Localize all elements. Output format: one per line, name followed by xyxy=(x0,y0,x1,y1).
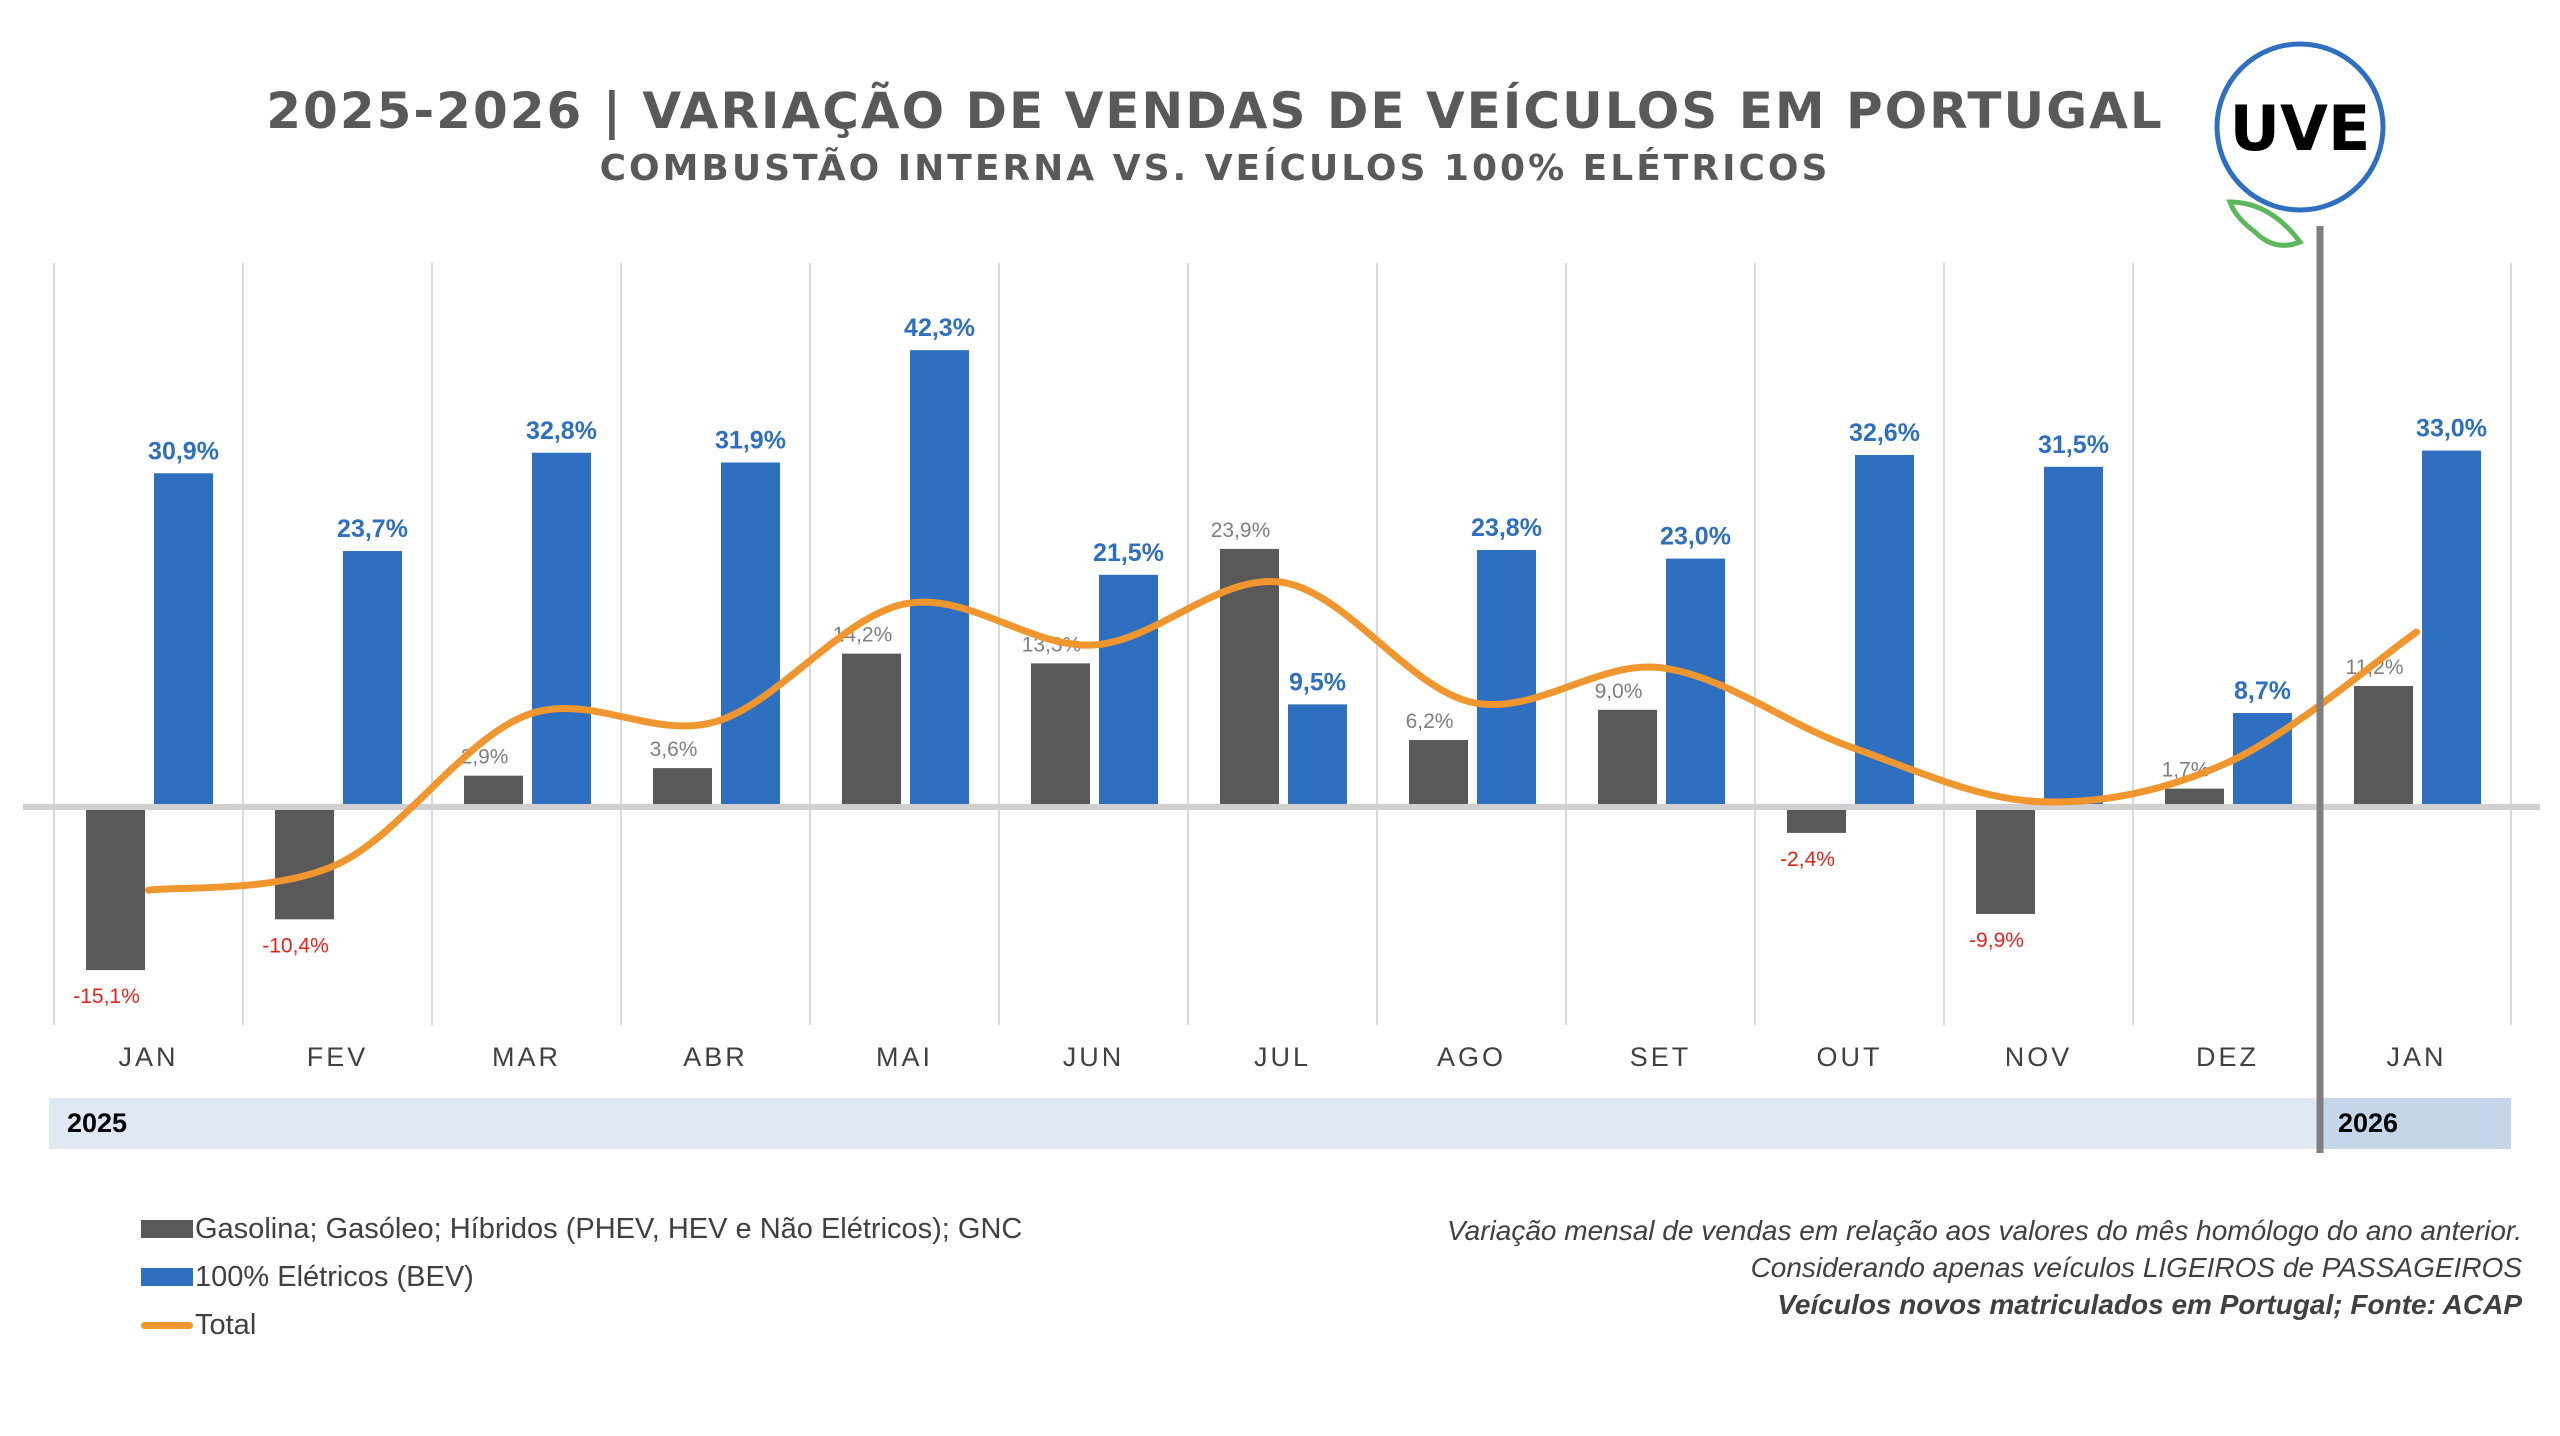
data-label-bev: 23,8% xyxy=(1471,514,1542,542)
bar-bev xyxy=(532,452,591,807)
bar-combustion xyxy=(842,653,901,807)
year-band-2026: 2026 xyxy=(2320,1098,2511,1149)
legend-swatch-combustion xyxy=(141,1220,193,1238)
legend-item-combustion: Gasolina; Gasóleo; Híbridos (PHEV, HEV e… xyxy=(141,1205,1022,1253)
bar-combustion xyxy=(1787,807,1846,833)
bar-combustion xyxy=(1031,663,1090,807)
data-label-bev: 32,8% xyxy=(526,417,597,445)
bar-bev xyxy=(1099,574,1158,807)
x-tick-label: AGO xyxy=(1437,1042,1506,1072)
legend: Gasolina; Gasóleo; Híbridos (PHEV, HEV e… xyxy=(141,1205,1022,1349)
bar-combustion xyxy=(1976,807,2035,914)
legend-label-bev: 100% Elétricos (BEV) xyxy=(195,1260,474,1293)
data-label-bev: 21,5% xyxy=(1093,539,1164,567)
footnotes: Variação mensal de vendas em relação aos… xyxy=(1447,1212,2522,1323)
data-label-combustion: 9,0% xyxy=(1595,680,1643,703)
bar-bev xyxy=(154,473,213,807)
x-tick-label: ABR xyxy=(683,1042,748,1072)
x-tick-label: JUN xyxy=(1063,1042,1125,1072)
x-tick-label: MAI xyxy=(876,1042,933,1072)
bar-combustion xyxy=(1598,709,1657,807)
x-tick-label: SET xyxy=(1630,1042,1692,1072)
bar-combustion xyxy=(653,768,712,807)
note-3: Veículos novos matriculados em Portugal;… xyxy=(1777,1289,2522,1320)
bar-combustion xyxy=(1409,740,1468,807)
bar-bev xyxy=(1855,454,1914,807)
bar-bev xyxy=(910,350,969,807)
legend-label-combustion: Gasolina; Gasóleo; Híbridos (PHEV, HEV e… xyxy=(195,1212,1023,1245)
bar-bev xyxy=(1288,704,1347,807)
x-tick-label: NOV xyxy=(2005,1042,2073,1072)
data-label-combustion: -10,4% xyxy=(262,934,329,957)
data-label-bev: 33,0% xyxy=(2416,415,2487,443)
data-label-bev: 31,9% xyxy=(715,426,786,454)
note-2: Considerando apenas veículos LIGEIROS de… xyxy=(1750,1252,2522,1283)
x-tick-label: JAN xyxy=(2386,1042,2446,1072)
x-tick-label: OUT xyxy=(1817,1042,1883,1072)
legend-item-bev: 100% Elétricos (BEV) xyxy=(141,1253,1022,1301)
data-label-combustion: 6,2% xyxy=(1406,710,1454,733)
data-label-combustion: -9,9% xyxy=(1969,929,2024,952)
bar-combustion xyxy=(275,807,334,920)
x-tick-label: MAR xyxy=(492,1042,561,1072)
bar-combustion xyxy=(86,807,145,971)
x-tick-label: JAN xyxy=(118,1042,178,1072)
legend-swatch-total xyxy=(141,1321,193,1329)
data-label-bev: 23,0% xyxy=(1660,523,1731,551)
x-tick-label: JUL xyxy=(1254,1042,1311,1072)
year-band-2025: 2025 xyxy=(49,1098,2320,1149)
bar-bev xyxy=(721,462,780,807)
note-1: Variação mensal de vendas em relação aos… xyxy=(1447,1215,2522,1246)
data-label-combustion: -2,4% xyxy=(1780,848,1835,871)
bar-bev xyxy=(2422,450,2481,807)
chart-title: 2025-2026 | VARIAÇÃO DE VENDAS DE VEÍCUL… xyxy=(266,82,2164,140)
bar-bev xyxy=(1477,549,1536,807)
legend-swatch-bev xyxy=(141,1268,193,1286)
data-label-bev: 42,3% xyxy=(904,314,975,342)
data-label-bev: 32,6% xyxy=(1849,419,1920,447)
bar-combustion xyxy=(2165,788,2224,807)
bar-combustion xyxy=(2354,686,2413,807)
data-label-combustion: 13,3% xyxy=(1022,633,1082,656)
x-tick-label: DEZ xyxy=(2196,1042,2259,1072)
bar-bev xyxy=(343,551,402,807)
data-label-bev: 23,7% xyxy=(337,515,408,543)
legend-label-total: Total xyxy=(195,1308,257,1341)
data-label-bev: 9,5% xyxy=(1289,668,1346,696)
x-tick-label: FEV xyxy=(307,1042,369,1072)
data-label-combustion: 3,6% xyxy=(650,738,698,761)
bar-bev xyxy=(2044,466,2103,807)
legend-item-total: Total xyxy=(141,1301,1022,1349)
data-label-bev: 30,9% xyxy=(148,437,219,465)
data-label-bev: 31,5% xyxy=(2038,431,2109,459)
bar-combustion xyxy=(464,775,523,807)
data-label-combustion: 23,9% xyxy=(1211,519,1271,542)
data-label-combustion: -15,1% xyxy=(73,985,140,1008)
chart-subtitle: COMBUSTÃO INTERNA VS. VEÍCULOS 100% ELÉT… xyxy=(599,148,1831,189)
data-label-bev: 8,7% xyxy=(2234,677,2291,705)
